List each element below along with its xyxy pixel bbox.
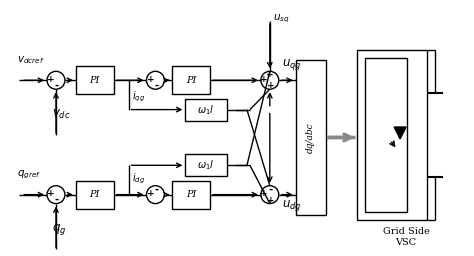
Text: Grid Side
VSC: Grid Side VSC bbox=[383, 228, 429, 247]
Text: $u_{dg}$: $u_{dg}$ bbox=[282, 198, 301, 213]
Text: PI: PI bbox=[90, 76, 100, 85]
Text: +: + bbox=[260, 189, 268, 198]
Text: $i_{qg}$: $i_{qg}$ bbox=[132, 89, 145, 104]
Bar bbox=[173, 181, 210, 209]
Text: $v_{dcref}$: $v_{dcref}$ bbox=[17, 55, 45, 66]
Bar bbox=[296, 60, 326, 215]
Text: +: + bbox=[267, 81, 274, 90]
Bar bbox=[185, 154, 227, 176]
Bar bbox=[76, 66, 114, 94]
Text: +: + bbox=[260, 75, 268, 84]
Bar bbox=[185, 99, 227, 121]
Bar bbox=[365, 58, 407, 211]
Text: PI: PI bbox=[186, 76, 196, 85]
Text: +: + bbox=[147, 75, 155, 84]
Text: +: + bbox=[266, 70, 273, 79]
Bar bbox=[76, 181, 114, 209]
Bar bbox=[357, 50, 427, 219]
Text: -: - bbox=[55, 195, 59, 205]
Text: -: - bbox=[55, 81, 59, 91]
Text: PI: PI bbox=[186, 190, 196, 199]
Text: $q_{gref}$: $q_{gref}$ bbox=[17, 168, 41, 181]
Text: +: + bbox=[147, 189, 155, 198]
Bar bbox=[173, 66, 210, 94]
Text: -: - bbox=[155, 184, 159, 194]
Text: $\omega_1 l$: $\omega_1 l$ bbox=[198, 103, 215, 116]
Text: +: + bbox=[267, 196, 274, 205]
Text: $q_g$: $q_g$ bbox=[52, 222, 66, 238]
Text: PI: PI bbox=[90, 190, 100, 199]
Text: +: + bbox=[47, 189, 55, 198]
Polygon shape bbox=[394, 127, 406, 139]
Text: $\omega_1 l$: $\omega_1 l$ bbox=[198, 158, 215, 172]
Text: $u_{qg}$: $u_{qg}$ bbox=[282, 57, 301, 72]
Text: $v_{dc}$: $v_{dc}$ bbox=[52, 108, 71, 121]
Text: -: - bbox=[269, 184, 273, 194]
Text: -: - bbox=[155, 81, 159, 91]
Text: $i_{dg}$: $i_{dg}$ bbox=[132, 171, 145, 186]
Text: $u_{sq}$: $u_{sq}$ bbox=[273, 13, 290, 25]
Text: dq/abc: dq/abc bbox=[306, 122, 315, 153]
Text: +: + bbox=[47, 75, 55, 84]
